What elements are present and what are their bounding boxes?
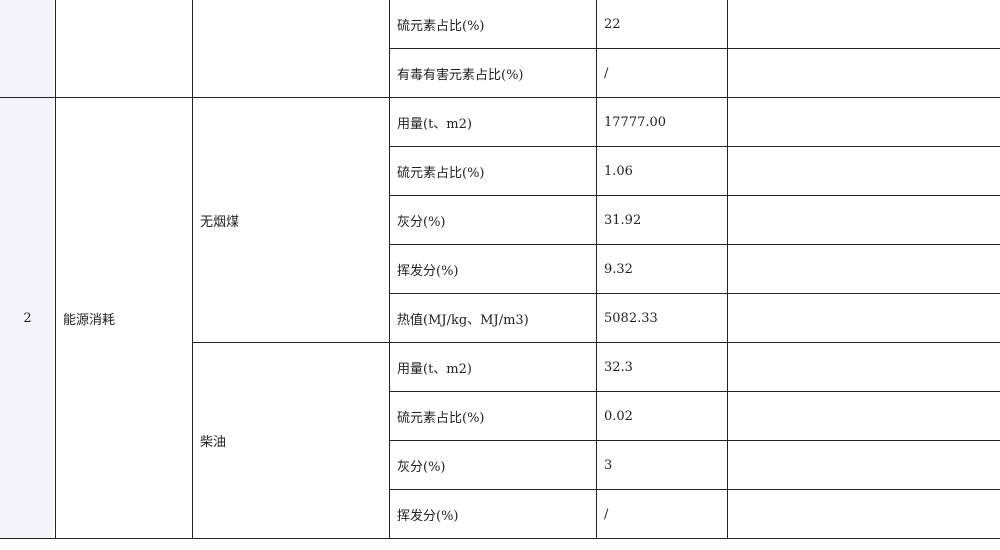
note-cell [727, 293, 1000, 343]
item-cell: 用量(t、m2) [389, 97, 597, 147]
value-cell: 9.32 [596, 244, 728, 294]
material-cell: 无烟煤 [192, 97, 390, 343]
category-cell: 能源消耗 [55, 97, 193, 539]
table-row: 挥发分(%) / [0, 489, 1000, 539]
value-cell: 1.06 [596, 146, 728, 196]
item-cell: 挥发分(%) [389, 244, 597, 294]
item-cell: 灰分(%) [389, 440, 597, 490]
note-cell [727, 48, 1000, 98]
material-cell: 柴油 [192, 342, 390, 539]
value-cell: / [596, 489, 728, 539]
item-cell: 硫元素占比(%) [389, 391, 597, 441]
item-cell: 热值(MJ/kg、MJ/m3) [389, 293, 597, 343]
note-cell [727, 391, 1000, 441]
value-cell: 32.3 [596, 342, 728, 392]
note-cell [727, 0, 1000, 49]
value-cell: 17777.00 [596, 97, 728, 147]
value-cell: 0.02 [596, 391, 728, 441]
item-cell: 挥发分(%) [389, 489, 597, 539]
note-cell [727, 342, 1000, 392]
table-row: 热值(MJ/kg、MJ/m3) 5082.33 [0, 293, 1000, 343]
table-row: 灰分(%) 3 [0, 440, 1000, 490]
table-row: 2 能源消耗 无烟煤 用量(t、m2) 17777.00 [0, 97, 1000, 539]
note-cell [727, 244, 1000, 294]
value-cell: 5082.33 [596, 293, 728, 343]
note-cell [727, 195, 1000, 245]
value-cell: 3 [596, 440, 728, 490]
item-cell: 用量(t、m2) [389, 342, 597, 392]
note-cell [727, 489, 1000, 539]
note-cell [727, 146, 1000, 196]
value-cell: 22 [596, 0, 728, 49]
table-row: 挥发分(%) 9.32 [0, 244, 1000, 294]
note-cell [727, 440, 1000, 490]
value-cell: 31.92 [596, 195, 728, 245]
index-cell [0, 0, 56, 98]
item-cell: 灰分(%) [389, 195, 597, 245]
note-cell [727, 97, 1000, 147]
item-cell: 硫元素占比(%) [389, 0, 597, 49]
item-cell: 有毒有害元素占比(%) [389, 48, 597, 98]
category-cell [55, 0, 193, 98]
table-row: 硫元素占比(%) 1.06 [0, 146, 1000, 196]
item-cell: 硫元素占比(%) [389, 146, 597, 196]
table-row: 硫元素占比(%) 0.02 [0, 391, 1000, 441]
index-cell: 2 [0, 97, 56, 539]
table-row: 柴油 用量(t、m2) 32.3 [0, 342, 1000, 539]
table-row: 灰分(%) 31.92 [0, 195, 1000, 245]
material-cell [192, 0, 390, 98]
value-cell: / [596, 48, 728, 98]
table-row: 硫元素占比(%) 22 [0, 0, 1000, 98]
